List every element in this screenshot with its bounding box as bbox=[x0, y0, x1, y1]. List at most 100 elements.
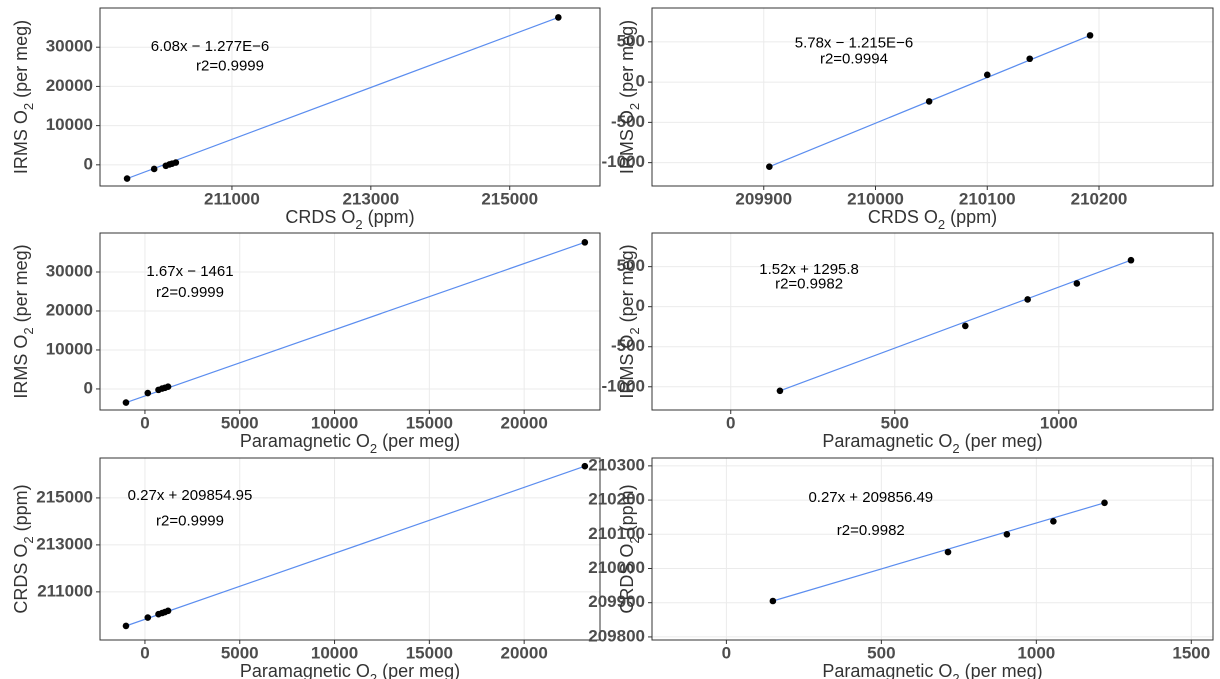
panel: 0 500 1000 1500 209800 209900 210000 210100 2102… bbox=[588, 455, 1214, 679]
data-point bbox=[150, 165, 158, 173]
x-tick-label: 15000 bbox=[406, 643, 453, 662]
annotation: r2=0.9999 bbox=[156, 513, 224, 530]
x-tick-label: 1000 bbox=[1017, 643, 1055, 662]
x-tick-label: 20000 bbox=[501, 643, 548, 662]
data-point bbox=[1073, 280, 1081, 287]
panel: 0 500 1000 -1000 -500 0 500 1.52x + 1295.8r2=0.… bbox=[602, 232, 1214, 456]
y-tick-label: 10000 bbox=[46, 115, 93, 134]
x-tick-label: 500 bbox=[867, 643, 895, 662]
x-axis-title-part: 2 bbox=[370, 671, 377, 679]
x-tick-label: 5000 bbox=[221, 643, 259, 662]
annotation: r2=0.9982 bbox=[775, 275, 843, 292]
data-point bbox=[1003, 530, 1011, 538]
y-tick-label: 0 bbox=[84, 378, 93, 397]
x-tick-label: 5000 bbox=[221, 413, 259, 432]
data-point bbox=[1127, 256, 1135, 264]
y-axis-title-part: 2 bbox=[627, 327, 642, 334]
y-tick-label: 215000 bbox=[36, 487, 93, 506]
data-point bbox=[581, 239, 589, 246]
data-point bbox=[776, 387, 784, 395]
y-axis-title-part: (per meg) bbox=[617, 20, 637, 103]
data-point bbox=[1086, 32, 1094, 39]
data-point bbox=[1024, 296, 1031, 303]
x-tick-label: 15000 bbox=[406, 413, 453, 432]
plot-background bbox=[652, 458, 1213, 640]
y-axis-title-part: 2 bbox=[21, 103, 36, 110]
y-tick-label: 30000 bbox=[46, 261, 93, 280]
y-axis-title: CRDS O2 (ppm) bbox=[11, 484, 36, 613]
annotation: 6.08x − 1.277E−6 bbox=[151, 38, 269, 55]
data-point bbox=[983, 71, 991, 79]
y-axis-title-part: (ppm) bbox=[11, 484, 31, 536]
data-point bbox=[122, 399, 130, 406]
data-point bbox=[962, 322, 969, 330]
y-axis-title-part: (per meg) bbox=[617, 244, 637, 327]
y-tick-label: 211000 bbox=[37, 581, 93, 600]
panel: 0 5000 10000 15000 20000 0 10000 20000 30000 1.67… bbox=[11, 232, 601, 456]
x-axis-title: Paramagnetic O2 (per meg) bbox=[240, 431, 460, 456]
fit-line bbox=[779, 259, 1132, 392]
x-axis-title-part: (ppm) bbox=[363, 207, 415, 227]
y-tick-label: 210100 bbox=[588, 524, 645, 543]
x-axis-title-part: Paramagnetic O bbox=[822, 661, 952, 679]
y-axis-title: IRMS O2 (per meg) bbox=[617, 244, 642, 398]
y-tick-label: -1000 bbox=[602, 152, 645, 171]
y-tick-label: -500 bbox=[611, 112, 645, 131]
y-tick-label: 500 bbox=[617, 31, 645, 50]
y-tick-label: -500 bbox=[611, 336, 645, 355]
data-point bbox=[925, 98, 933, 105]
y-axis-title-part: 2 bbox=[627, 103, 642, 110]
annotation: r2=0.9982 bbox=[837, 522, 905, 539]
y-axis-title-part: 2 bbox=[21, 536, 36, 543]
x-tick-label: 210200 bbox=[1071, 189, 1128, 208]
x-tick-label: 10000 bbox=[311, 413, 358, 432]
y-axis-title: IRMS O2 (per meg) bbox=[617, 20, 642, 174]
y-axis-title-part: (per meg) bbox=[11, 20, 31, 103]
x-axis-title-part: 2 bbox=[355, 217, 362, 232]
y-tick-label: 500 bbox=[617, 256, 645, 275]
annotation: 5.78x − 1.215E−6 bbox=[795, 35, 913, 52]
data-point bbox=[766, 163, 773, 170]
data-point bbox=[581, 462, 589, 470]
annotation: 1.67x − 1461 bbox=[146, 263, 233, 280]
plot-border bbox=[651, 457, 1214, 641]
x-tick-label: 210100 bbox=[959, 189, 1016, 208]
y-axis-title-part: IRMS O bbox=[617, 110, 637, 174]
plot-border bbox=[99, 457, 601, 641]
y-tick-label: 209900 bbox=[588, 592, 645, 611]
data-point bbox=[164, 383, 172, 390]
x-axis-title-part: (per meg) bbox=[960, 661, 1043, 679]
plot-border bbox=[651, 232, 1214, 411]
x-axis-title-part: Paramagnetic O bbox=[240, 661, 370, 679]
y-tick-label: 20000 bbox=[46, 76, 93, 95]
data-point bbox=[555, 14, 562, 21]
y-axis-title-part: 2 bbox=[21, 327, 36, 334]
data-point bbox=[1101, 499, 1108, 507]
fit-line bbox=[125, 465, 586, 627]
x-axis-title: CRDS O2 (ppm) bbox=[868, 207, 997, 232]
y-axis-title-part: IRMS O bbox=[617, 335, 637, 399]
x-axis-title-part: (per meg) bbox=[960, 431, 1043, 451]
plot-border bbox=[651, 7, 1214, 187]
x-tick-label: 10000 bbox=[311, 643, 358, 662]
y-tick-label: 210200 bbox=[588, 490, 645, 509]
y-axis-title-part: IRMS O bbox=[11, 335, 31, 399]
y-axis-title: IRMS O2 (per meg) bbox=[11, 20, 36, 174]
annotation: 0.27x + 209854.95 bbox=[128, 487, 253, 504]
plot-background bbox=[100, 8, 600, 186]
x-axis-title: Paramagnetic O2 (per meg) bbox=[822, 431, 1042, 456]
y-axis-title-part: 2 bbox=[627, 536, 642, 543]
x-tick-label: 211000 bbox=[204, 189, 260, 208]
x-axis-title-part: Paramagnetic O bbox=[822, 431, 952, 451]
x-tick-label: 0 bbox=[726, 413, 735, 432]
data-point bbox=[172, 159, 180, 166]
plot-border bbox=[99, 232, 601, 411]
y-tick-label: 210000 bbox=[588, 558, 645, 577]
x-tick-label: 213000 bbox=[342, 189, 399, 208]
y-tick-label: 0 bbox=[84, 154, 93, 173]
data-point bbox=[123, 175, 131, 182]
data-point bbox=[144, 614, 152, 621]
annotation: 0.27x + 209856.49 bbox=[808, 489, 933, 506]
x-tick-label: 0 bbox=[140, 643, 149, 662]
annotation: r2=0.9999 bbox=[196, 58, 264, 75]
